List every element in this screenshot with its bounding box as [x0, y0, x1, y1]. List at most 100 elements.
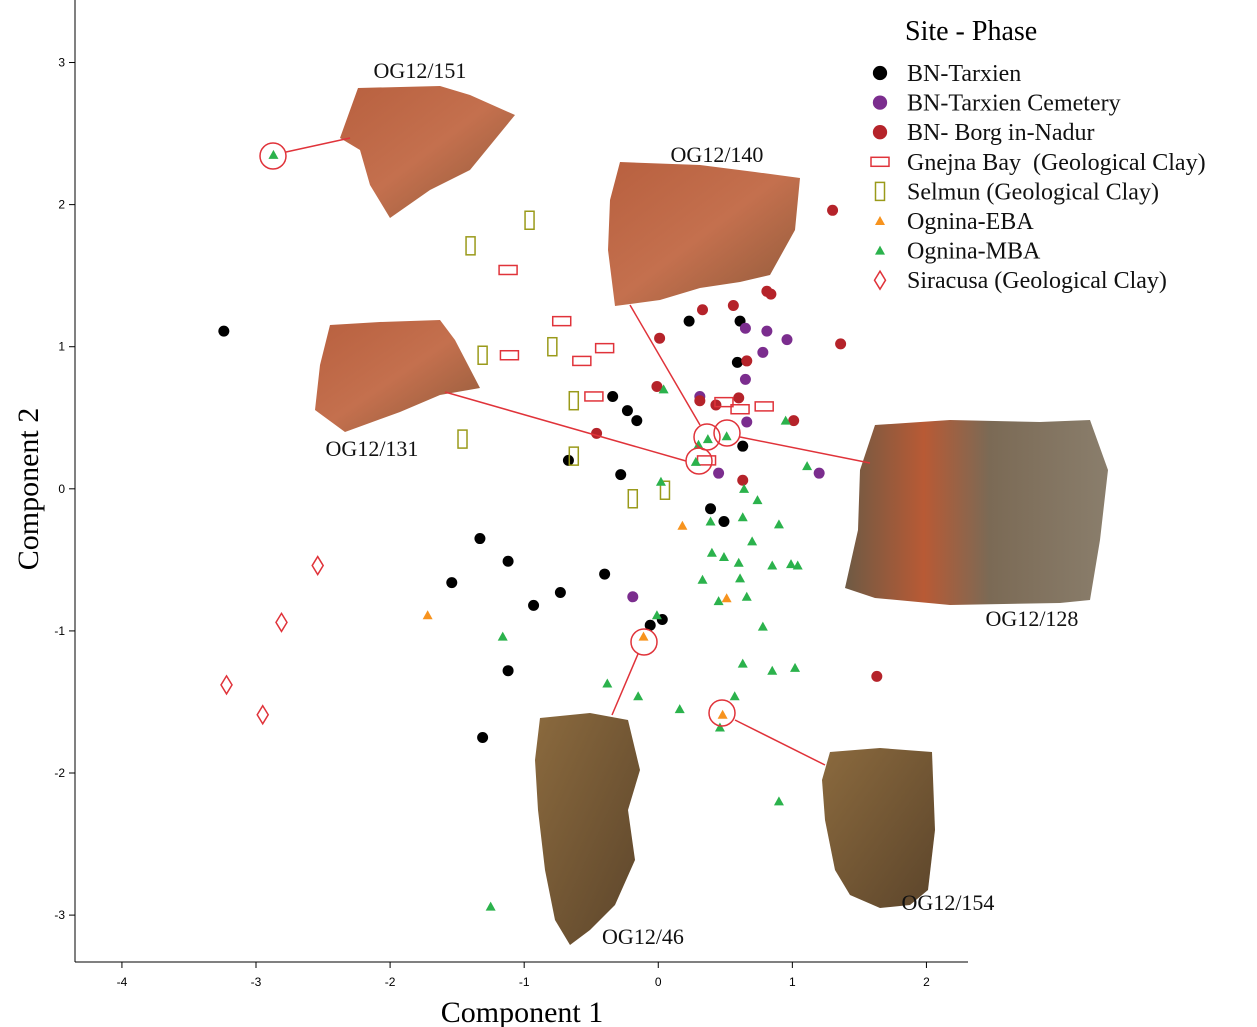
legend-label: Selmun (Geological Clay) — [907, 179, 1159, 205]
point — [474, 533, 486, 545]
legend-label: Ognina-EBA — [907, 209, 1034, 235]
point — [690, 456, 701, 466]
point — [638, 631, 649, 641]
y-tick-label: -3 — [54, 908, 65, 922]
point — [697, 574, 708, 584]
point — [710, 399, 722, 411]
point — [651, 381, 663, 393]
point — [780, 415, 791, 425]
point — [696, 455, 717, 466]
point — [607, 390, 619, 402]
point — [502, 555, 514, 567]
annotation: OG12/154 — [902, 890, 995, 915]
point — [721, 431, 732, 441]
point — [735, 573, 746, 583]
point — [813, 467, 825, 479]
point — [739, 373, 751, 385]
sherd-og12-131 — [315, 320, 480, 432]
x-tick-label: 2 — [923, 975, 930, 989]
legend-label: Gnejna Bay (Geological Clay) — [907, 150, 1206, 176]
point — [741, 416, 753, 428]
point — [733, 557, 744, 567]
point — [739, 483, 750, 493]
point — [457, 429, 468, 449]
point — [871, 670, 883, 682]
callout-circle — [708, 699, 736, 727]
point — [621, 405, 633, 417]
point — [275, 611, 288, 633]
sherd-og12-128 — [845, 420, 1108, 605]
sherd-images — [315, 86, 1108, 945]
legend-marker — [872, 65, 888, 81]
point — [757, 621, 768, 631]
point — [631, 415, 643, 427]
point — [644, 619, 656, 631]
point — [737, 440, 749, 452]
point — [718, 552, 729, 562]
x-tick-label: -4 — [117, 975, 128, 989]
point — [752, 495, 763, 505]
point — [773, 796, 784, 806]
x-tick-label: 0 — [655, 975, 662, 989]
point — [256, 704, 270, 726]
point — [705, 516, 716, 526]
point — [602, 678, 613, 688]
point — [739, 322, 751, 334]
point — [773, 519, 784, 529]
y-tick-label: 2 — [58, 198, 65, 212]
y-tick-label: 3 — [58, 56, 65, 70]
point — [731, 356, 743, 368]
annotation: OG12/131 — [326, 436, 419, 461]
annotation: OG12/128 — [986, 606, 1079, 631]
callout-circle — [713, 419, 741, 447]
point — [788, 415, 800, 427]
point — [697, 304, 709, 316]
point — [802, 461, 813, 471]
point — [655, 476, 666, 486]
annotation: OG12/46 — [602, 924, 684, 949]
point — [761, 325, 773, 337]
x-tick-label: -1 — [519, 975, 530, 989]
legend-marker — [875, 216, 885, 225]
point — [737, 658, 748, 668]
point — [705, 503, 717, 515]
legend-title: Site - Phase — [905, 16, 1037, 47]
point — [741, 355, 753, 367]
x-tick-label: -2 — [385, 975, 396, 989]
x-tick-label: -3 — [251, 975, 262, 989]
point — [757, 346, 769, 358]
point — [568, 390, 580, 411]
callout-line — [444, 391, 687, 462]
point — [311, 555, 325, 576]
sherd-og12-154 — [822, 748, 935, 908]
point — [594, 342, 615, 354]
y-tick-label: 0 — [58, 482, 65, 496]
point — [717, 709, 728, 719]
point — [551, 315, 572, 327]
legend-marker — [870, 156, 890, 168]
point — [502, 665, 514, 677]
point — [547, 336, 558, 357]
point — [718, 515, 730, 527]
point — [765, 288, 777, 300]
point — [218, 325, 230, 337]
point — [767, 560, 778, 570]
point — [554, 587, 566, 599]
point — [730, 403, 750, 415]
callout-line — [734, 719, 826, 766]
point — [446, 577, 458, 589]
sherd-og12-46 — [535, 713, 640, 945]
callout-circle — [630, 628, 658, 656]
point — [729, 691, 740, 701]
point — [677, 520, 688, 530]
point — [465, 236, 476, 256]
callouts — [259, 137, 871, 766]
y-axis-label: Component 2 — [12, 408, 45, 571]
y-tick-label: -2 — [54, 766, 65, 780]
point — [568, 446, 580, 466]
legend-marker — [872, 125, 888, 140]
callout-line — [629, 304, 701, 426]
legend-label: BN-Tarxien Cemetery — [907, 91, 1121, 117]
point — [737, 512, 748, 522]
